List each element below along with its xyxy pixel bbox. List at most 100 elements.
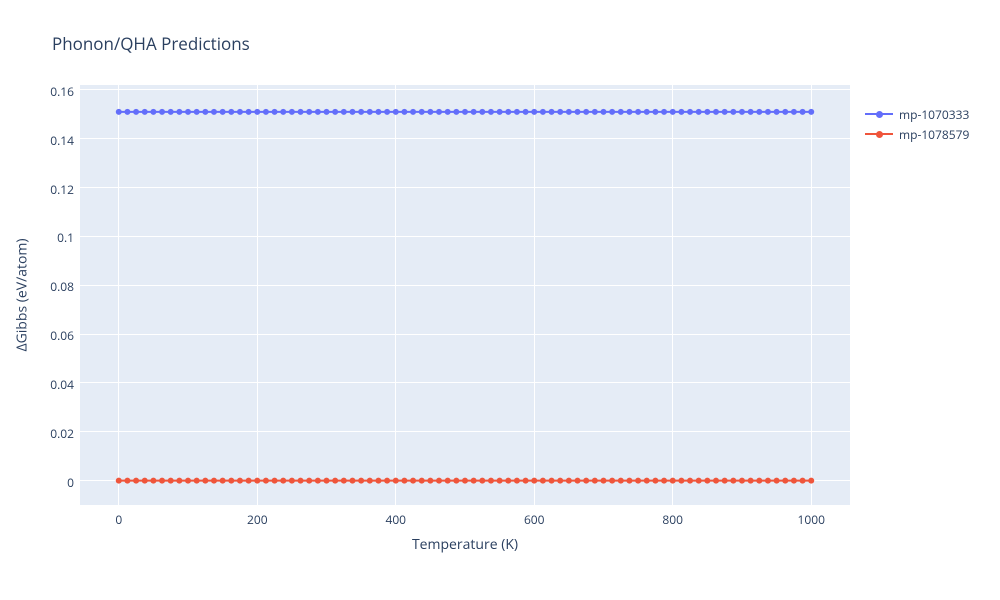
series-marker[interactable] bbox=[566, 109, 572, 115]
series-marker[interactable] bbox=[419, 109, 425, 115]
series-marker[interactable] bbox=[696, 478, 702, 484]
series-marker[interactable] bbox=[168, 478, 174, 484]
series-marker[interactable] bbox=[497, 478, 503, 484]
series-marker[interactable] bbox=[748, 109, 754, 115]
series-marker[interactable] bbox=[583, 109, 589, 115]
series-marker[interactable] bbox=[782, 109, 788, 115]
series-marker[interactable] bbox=[739, 109, 745, 115]
series-marker[interactable] bbox=[445, 478, 451, 484]
series-marker[interactable] bbox=[194, 478, 200, 484]
series-marker[interactable] bbox=[644, 478, 650, 484]
series-marker[interactable] bbox=[254, 478, 260, 484]
series-marker[interactable] bbox=[324, 109, 330, 115]
series-marker[interactable] bbox=[800, 478, 806, 484]
series-marker[interactable] bbox=[626, 109, 632, 115]
series-marker[interactable] bbox=[540, 478, 546, 484]
series-marker[interactable] bbox=[661, 478, 667, 484]
series-marker[interactable] bbox=[150, 109, 156, 115]
series-marker[interactable] bbox=[774, 109, 780, 115]
series-marker[interactable] bbox=[220, 109, 226, 115]
series-marker[interactable] bbox=[254, 109, 260, 115]
series-marker[interactable] bbox=[505, 109, 511, 115]
series-marker[interactable] bbox=[600, 109, 606, 115]
series-marker[interactable] bbox=[237, 109, 243, 115]
series-marker[interactable] bbox=[401, 109, 407, 115]
series-marker[interactable] bbox=[557, 478, 563, 484]
series-marker[interactable] bbox=[575, 109, 581, 115]
series-marker[interactable] bbox=[367, 109, 373, 115]
series-marker[interactable] bbox=[358, 109, 364, 115]
series-marker[interactable] bbox=[808, 478, 814, 484]
series-marker[interactable] bbox=[756, 478, 762, 484]
series-marker[interactable] bbox=[462, 478, 468, 484]
series-marker[interactable] bbox=[540, 109, 546, 115]
series-marker[interactable] bbox=[142, 478, 148, 484]
series-marker[interactable] bbox=[531, 478, 537, 484]
series-marker[interactable] bbox=[272, 478, 278, 484]
series-marker[interactable] bbox=[436, 478, 442, 484]
series-marker[interactable] bbox=[202, 109, 208, 115]
series-marker[interactable] bbox=[756, 109, 762, 115]
series-marker[interactable] bbox=[246, 109, 252, 115]
series-marker[interactable] bbox=[661, 109, 667, 115]
series-marker[interactable] bbox=[367, 478, 373, 484]
series-marker[interactable] bbox=[341, 478, 347, 484]
series-marker[interactable] bbox=[523, 478, 529, 484]
series-marker[interactable] bbox=[427, 478, 433, 484]
series-marker[interactable] bbox=[280, 478, 286, 484]
series-marker[interactable] bbox=[575, 478, 581, 484]
series-marker[interactable] bbox=[739, 478, 745, 484]
series-marker[interactable] bbox=[557, 109, 563, 115]
series-marker[interactable] bbox=[133, 109, 139, 115]
series-marker[interactable] bbox=[670, 478, 676, 484]
series-marker[interactable] bbox=[315, 109, 321, 115]
series-marker[interactable] bbox=[289, 109, 295, 115]
series-marker[interactable] bbox=[782, 478, 788, 484]
series-marker[interactable] bbox=[419, 478, 425, 484]
series-marker[interactable] bbox=[280, 109, 286, 115]
series-marker[interactable] bbox=[375, 109, 381, 115]
series-marker[interactable] bbox=[159, 478, 165, 484]
series-marker[interactable] bbox=[436, 109, 442, 115]
series-marker[interactable] bbox=[237, 478, 243, 484]
series-marker[interactable] bbox=[263, 478, 269, 484]
series-marker[interactable] bbox=[678, 109, 684, 115]
series-marker[interactable] bbox=[618, 478, 624, 484]
series-marker[interactable] bbox=[514, 478, 520, 484]
series-marker[interactable] bbox=[150, 478, 156, 484]
series-marker[interactable] bbox=[176, 478, 182, 484]
series-marker[interactable] bbox=[730, 109, 736, 115]
series-marker[interactable] bbox=[124, 478, 130, 484]
series-marker[interactable] bbox=[375, 478, 381, 484]
series-marker[interactable] bbox=[445, 109, 451, 115]
series-marker[interactable] bbox=[384, 109, 390, 115]
series-marker[interactable] bbox=[531, 109, 537, 115]
series-marker[interactable] bbox=[704, 478, 710, 484]
legend-item[interactable]: mp-1070333 bbox=[865, 104, 969, 124]
series-marker[interactable] bbox=[289, 478, 295, 484]
series-marker[interactable] bbox=[566, 478, 572, 484]
series-marker[interactable] bbox=[765, 478, 771, 484]
series-marker[interactable] bbox=[652, 109, 658, 115]
series-marker[interactable] bbox=[211, 109, 217, 115]
series-marker[interactable] bbox=[246, 478, 252, 484]
series-marker[interactable] bbox=[713, 109, 719, 115]
series-marker[interactable] bbox=[453, 478, 459, 484]
series-marker[interactable] bbox=[479, 478, 485, 484]
series-marker[interactable] bbox=[765, 109, 771, 115]
series-marker[interactable] bbox=[298, 109, 304, 115]
series-marker[interactable] bbox=[713, 478, 719, 484]
series-marker[interactable] bbox=[298, 478, 304, 484]
series-marker[interactable] bbox=[358, 478, 364, 484]
series-marker[interactable] bbox=[462, 109, 468, 115]
series-marker[interactable] bbox=[592, 109, 598, 115]
series-marker[interactable] bbox=[549, 109, 555, 115]
series-marker[interactable] bbox=[159, 109, 165, 115]
series-marker[interactable] bbox=[393, 478, 399, 484]
series-marker[interactable] bbox=[393, 109, 399, 115]
series-marker[interactable] bbox=[618, 109, 624, 115]
series-marker[interactable] bbox=[791, 478, 797, 484]
plot-area[interactable] bbox=[80, 85, 850, 505]
series-marker[interactable] bbox=[696, 109, 702, 115]
series-marker[interactable] bbox=[505, 478, 511, 484]
